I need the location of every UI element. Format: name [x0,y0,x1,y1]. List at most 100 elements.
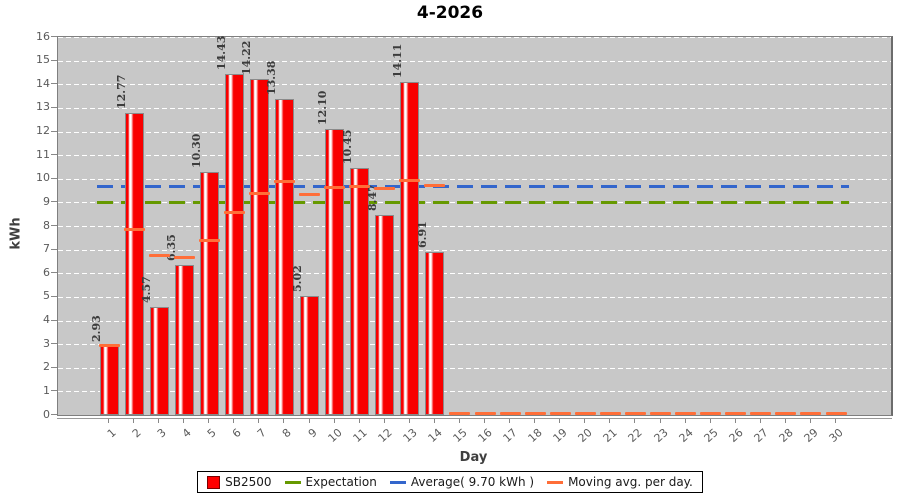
x-tick-mark [559,419,561,423]
grid-line [58,178,891,180]
y-tick-mark [51,390,57,392]
moving-avg-segment [725,412,747,416]
y-tick-mark [51,272,57,274]
bar-value-label: 14.43 [215,35,229,71]
x-tick-mark [609,419,611,423]
grid-line [58,84,891,86]
bar-day-3[interactable] [149,307,169,415]
x-tick-mark [158,419,160,423]
x-tick-label-17: 17 [500,426,520,446]
bar-day-13[interactable] [400,81,420,415]
bar-day-10[interactable] [325,129,345,415]
x-tick-mark [258,419,260,423]
moving-avg-segment [524,412,546,416]
x-tick-mark [684,419,686,423]
x-tick-label-9: 9 [305,426,320,441]
expectation-line-swatch-icon [284,480,301,484]
x-tick-label-11: 11 [350,426,370,446]
bar-value-label: 2.93 [90,314,103,342]
x-tick-label-1: 1 [104,426,119,441]
y-tick-mark [51,130,57,132]
x-tick-label-22: 22 [626,426,646,446]
y-tick-label-4: 4 [43,313,50,326]
x-tick-label-21: 21 [600,426,621,446]
x-tick-label-25: 25 [701,426,721,446]
bar-value-label: 12.77 [115,74,129,110]
y-tick-mark [51,106,57,108]
grid-line [58,367,891,369]
legend-label: Average( 9.70 kWh ) [410,475,535,489]
legend-item-expectation: Expectation [284,475,377,489]
grid-line [58,37,891,38]
bar-value-label: 5.02 [290,265,304,293]
bar-day-11[interactable] [350,168,370,415]
bar-day-2[interactable] [124,113,144,415]
bar-day-9[interactable] [300,296,320,415]
moving-avg-segment [123,228,145,232]
x-tick-label-23: 23 [651,426,671,446]
y-tick-label-10: 10 [36,171,50,185]
x-tick-label-29: 29 [801,426,821,446]
y-tick-label-16: 16 [36,29,50,43]
x-tick-label-27: 27 [751,426,771,446]
expectation-line [96,201,849,205]
x-tick-label-16: 16 [475,426,495,446]
x-tick-label-8: 8 [280,426,295,441]
bar-day-8[interactable] [274,98,294,415]
x-tick-label-20: 20 [575,426,596,446]
moving-avg-swatch-icon [547,480,564,484]
x-tick-label-4: 4 [180,426,194,441]
x-axis-line [57,418,892,419]
legend-item-sb2500: SB2500 [207,475,272,489]
y-tick-label-1: 1 [43,383,50,397]
x-tick-mark [634,419,636,423]
moving-avg-segment [424,183,446,187]
bar-day-6[interactable] [224,74,244,415]
grid-line [58,344,891,346]
moving-avg-segment [148,253,170,257]
legend: SB2500 Expectation Average( 9.70 kWh ) M… [197,471,703,493]
moving-avg-segment [474,412,496,416]
y-tick-label-8: 8 [43,218,50,232]
x-tick-mark [659,419,661,423]
y-tick-label-14: 14 [36,76,50,90]
bar-day-5[interactable] [199,171,219,415]
legend-label: Moving avg. per day. [568,475,693,489]
bar-day-12[interactable] [375,214,395,415]
legend-label: SB2500 [225,475,272,489]
grid-line [58,320,891,322]
legend-item-moving-avg: Moving avg. per day. [547,475,693,489]
x-tick-label-10: 10 [325,426,345,446]
x-tick-mark [584,419,586,423]
y-tick-mark [51,295,57,297]
x-tick-mark [383,419,385,423]
bar-day-1[interactable] [99,345,119,415]
moving-avg-segment [299,193,321,197]
x-tick-mark [333,419,335,423]
moving-avg-segment [399,178,421,182]
moving-avg-segment [800,412,822,416]
plot-area: 2.93 12.77 4.57 6.35 10.30 14.43 14.22 13.38 5.0… [57,36,893,416]
bar-day-14[interactable] [425,251,445,415]
y-tick-mark [51,319,57,321]
grid-line [58,226,891,227]
bar-day-7[interactable] [249,79,269,415]
y-tick-label-0: 0 [43,407,50,421]
y-tick-label-11: 11 [36,147,50,161]
x-tick-label-3: 3 [154,426,169,441]
x-tick-label-19: 19 [550,426,570,446]
x-tick-mark [433,419,435,423]
x-tick-mark [208,419,210,423]
grid-line [58,249,891,251]
y-tick-mark [51,225,57,226]
moving-avg-segment [98,344,120,348]
grid-line [58,131,891,133]
x-tick-mark [709,419,711,423]
x-tick-mark [759,419,761,423]
x-tick-mark [358,419,360,423]
moving-avg-segment [750,412,772,416]
y-tick-mark [51,36,57,37]
grid-line [58,296,891,298]
moving-avg-segment [599,412,621,416]
bar-day-4[interactable] [174,264,194,415]
